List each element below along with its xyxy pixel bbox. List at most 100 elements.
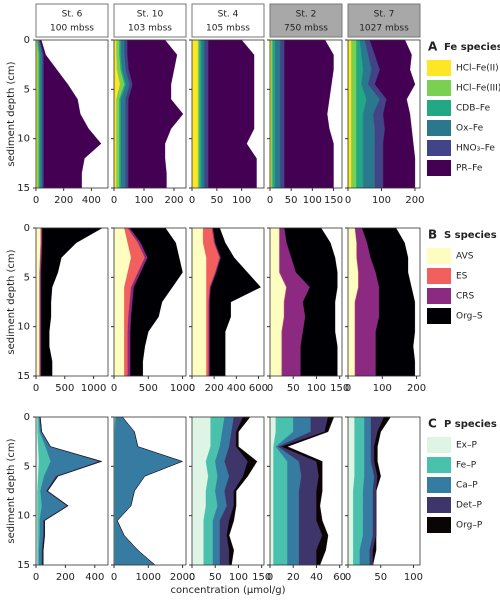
stacked-area [201, 39, 205, 189]
x-tick-label: 500 [139, 383, 158, 394]
legend-title: P species [444, 419, 497, 430]
legend-title: Fe species [444, 42, 500, 53]
legend-swatch [427, 248, 451, 264]
stacked-area [280, 39, 285, 189]
stacked-area [39, 416, 103, 566]
panel-frame [35, 416, 109, 566]
x-tick-label: 0 [267, 572, 273, 583]
x-tick-label: 40 [310, 572, 323, 583]
legend-label: AVS [456, 252, 474, 262]
station-depth: 105 mbss [206, 24, 250, 34]
station-depth: 750 mbss [284, 24, 328, 34]
y-tick-label: 5 [24, 272, 30, 283]
legend-swatch [427, 100, 451, 116]
x-tick-label: 200 [54, 195, 73, 206]
y-tick-label: 0 [24, 412, 30, 423]
x-tick-label: 0 [267, 195, 273, 206]
legend-label: CRS [456, 292, 475, 302]
panel-frame [269, 227, 343, 377]
stacked-area [191, 39, 199, 189]
legend-label: Ex–P [456, 441, 478, 451]
panel-frame [35, 227, 109, 377]
stacked-area [372, 416, 391, 566]
x-tick-label: 0 [189, 572, 195, 583]
legend-label: Fe–P [456, 461, 477, 471]
x-tick-label: 100 [372, 195, 391, 206]
station-header [191, 3, 265, 38]
x-tick-label: 0 [33, 572, 39, 583]
x-tick-label: 0 [189, 195, 195, 206]
stacked-area [191, 227, 207, 377]
x-tick-label: 100 [303, 195, 322, 206]
x-tick-label: 0 [345, 195, 351, 206]
x-tick-label: 200 [56, 572, 75, 583]
x-tick-label: 50 [209, 572, 222, 583]
y-tick-label: 0 [24, 223, 30, 234]
x-tick-label: 200 [407, 383, 426, 394]
legend-title: S species [444, 230, 497, 241]
stacked-area [114, 416, 183, 566]
x-tick-label: 1000 [81, 383, 106, 394]
panel-frame [269, 39, 343, 189]
y-tick-label: 15 [17, 560, 30, 571]
panel-frame [35, 39, 109, 189]
x-tick-label: 150 [330, 383, 349, 394]
panel-letter: B [428, 228, 437, 242]
x-tick-label: 1000 [136, 572, 161, 583]
station-header [347, 3, 421, 38]
x-tick-label: 0 [33, 195, 39, 206]
x-tick-label: 0 [267, 383, 273, 394]
y-tick-label: 15 [17, 183, 30, 194]
x-tick-label: 100 [307, 383, 326, 394]
panel-frame [347, 227, 421, 377]
x-tick-label: 100 [134, 195, 153, 206]
legend-swatch [427, 120, 451, 136]
station-header [35, 3, 109, 38]
x-tick-label: 50 [374, 572, 387, 583]
x-tick-label: 50 [287, 383, 300, 394]
stacked-area [41, 227, 103, 377]
y-axis-label: sediment depth (cm) [6, 249, 17, 354]
x-tick-label: 600 [249, 383, 268, 394]
legend-swatch [427, 457, 451, 473]
x-tick-label: 400 [82, 195, 101, 206]
stacked-area [274, 39, 281, 189]
x-tick-label: 50 [285, 195, 298, 206]
station-name: St. 6 [62, 10, 83, 20]
x-tick-label: 400 [227, 383, 246, 394]
panel-frame [191, 416, 265, 566]
panel-frame [113, 39, 187, 189]
x-tick-label: 0 [345, 572, 351, 583]
stacked-area [272, 39, 276, 189]
legend-label: PR–Fe [456, 164, 483, 174]
legend-swatch [427, 288, 451, 304]
panel-frame [347, 416, 421, 566]
panel-frame [347, 39, 421, 189]
stacked-area [347, 39, 352, 189]
y-tick-label: 0 [24, 35, 30, 46]
legend-label: HCl–Fe(III) [456, 84, 500, 94]
y-tick-label: 10 [17, 511, 30, 522]
y-tick-label: 15 [17, 371, 30, 382]
legend-swatch [427, 437, 451, 453]
x-tick-label: 20 [287, 572, 300, 583]
x-tick-label: 100 [404, 572, 423, 583]
x-axis-label: concentration (µmol/g) [171, 585, 286, 596]
stacked-area [204, 39, 209, 189]
panel-frame [113, 416, 187, 566]
panel-frame [269, 416, 343, 566]
station-depth: 1027 mbss [359, 24, 409, 34]
x-tick-label: 0 [189, 383, 195, 394]
x-tick-label: 400 [85, 572, 104, 583]
x-tick-label: 100 [229, 572, 248, 583]
x-tick-label: 500 [55, 383, 74, 394]
stacked-area [351, 39, 357, 189]
legend-label: CDB–Fe [456, 104, 491, 114]
x-tick-label: 60 [333, 572, 346, 583]
station-depth: 103 mbss [128, 24, 172, 34]
y-tick-label: 10 [17, 134, 30, 145]
panel-frame [191, 39, 265, 189]
legend-swatch [427, 497, 451, 513]
legend-swatch [427, 308, 451, 324]
